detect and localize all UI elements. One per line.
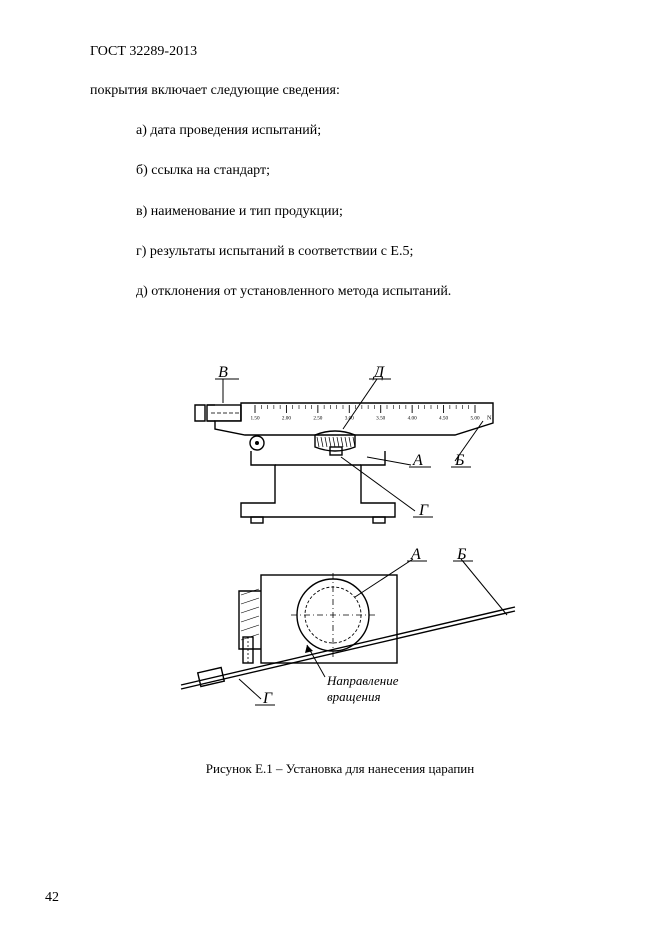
list-item-c: в) наименование и тип продукции; — [136, 203, 590, 221]
document-header: ГОСТ 32289-2013 — [90, 44, 590, 60]
figure-container: В1.502.002.503.003.504.004.505.00NДАБГАБ… — [90, 357, 590, 711]
svg-text:Д: Д — [372, 364, 385, 381]
svg-text:5.00: 5.00 — [470, 416, 479, 422]
figure-e1: В1.502.002.503.003.504.004.505.00NДАБГАБ… — [155, 357, 525, 711]
list-item-e: д) отклонения от установленного метода и… — [136, 283, 590, 301]
svg-text:Б: Б — [456, 546, 467, 563]
svg-text:2.00: 2.00 — [282, 416, 291, 422]
intro-paragraph: покрытия включает следующие сведения: — [90, 82, 590, 100]
svg-text:1.50: 1.50 — [250, 416, 259, 422]
list-item-d: г) результаты испытаний в соответствии с… — [136, 243, 590, 261]
svg-text:Направление: Направление — [326, 673, 399, 688]
figure-caption: Рисунок Е.1 – Установка для нанесения ца… — [90, 761, 590, 777]
svg-text:4.50: 4.50 — [439, 416, 448, 422]
svg-text:4.00: 4.00 — [408, 416, 417, 422]
svg-text:Г: Г — [262, 690, 273, 707]
svg-text:В: В — [218, 364, 228, 381]
svg-text:А: А — [412, 452, 423, 469]
svg-text:N: N — [487, 415, 492, 422]
list-item-b: б) ссылка на стандарт; — [136, 162, 590, 180]
page-number: 42 — [45, 890, 59, 906]
svg-text:вращения: вращения — [327, 689, 381, 704]
svg-text:3.00: 3.00 — [345, 416, 354, 422]
svg-text:3.50: 3.50 — [376, 416, 385, 422]
list-item-a: а) дата проведения испытаний; — [136, 122, 590, 140]
svg-text:Г: Г — [418, 502, 429, 519]
page-content: ГОСТ 32289-2013 покрытия включает следую… — [90, 44, 590, 777]
svg-text:2.50: 2.50 — [313, 416, 322, 422]
